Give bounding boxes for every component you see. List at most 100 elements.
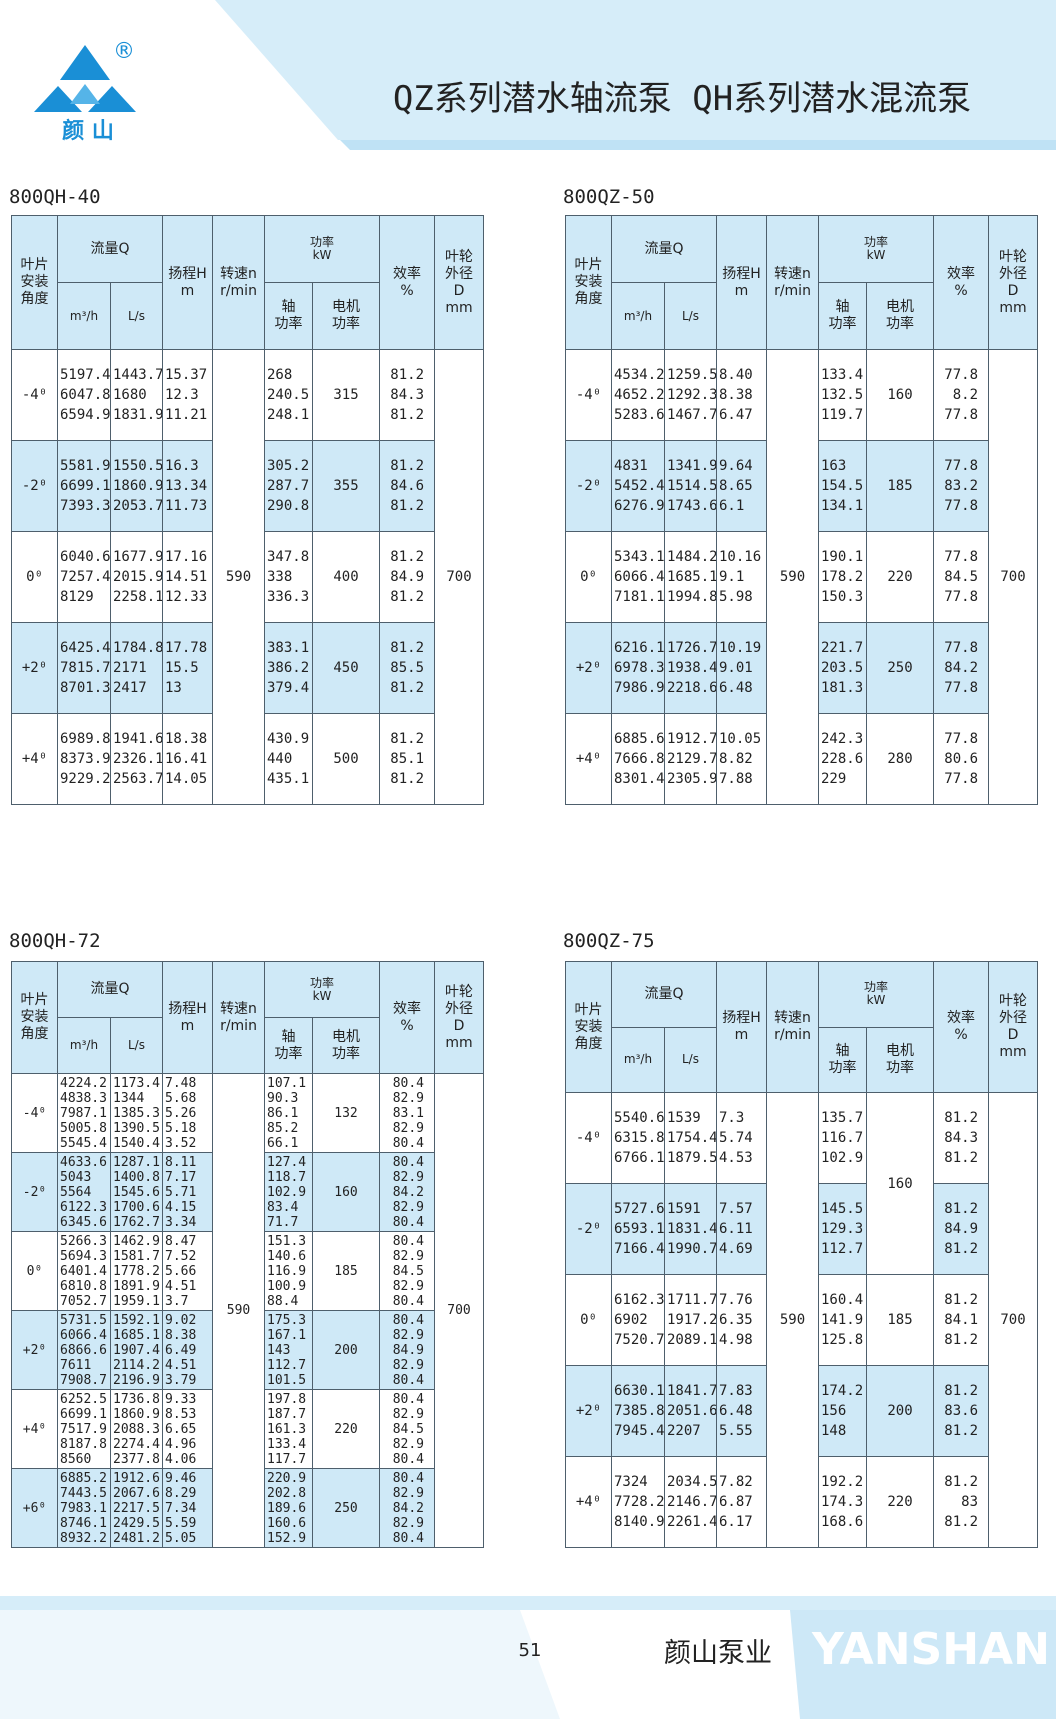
value-cell: 1173.4 1344 1385.3 1390.5 1540.4 [110, 1073, 163, 1153]
value-cell: 9.02 8.38 6.49 4.51 3.79 [162, 1310, 213, 1390]
group-row: +4⁰ 7324 7728.2 8140.9 2034.5 2146.7 2261.4 7.8… [565, 1456, 1038, 1548]
speed-cell: 590 [212, 349, 265, 805]
group-row: 0⁰ 6162.3 6902 7520.7 1711.7 1917.2 2089.1 7.76… [565, 1274, 1038, 1366]
value: 2218.6 [667, 680, 717, 696]
value-cell: 6989.8 8373.9 9229.2 [57, 713, 111, 805]
header-cell: 扬程H m [716, 215, 767, 350]
value: 6162.3 [614, 1292, 665, 1308]
value: 8701.3 [60, 680, 111, 696]
header-cell: 流量Q [611, 215, 717, 283]
value: 6699.1 [60, 478, 111, 494]
value: 1841.7 [667, 1383, 717, 1399]
value: 14.05 [165, 771, 208, 787]
value: 6.17 [719, 1514, 753, 1530]
value: 77.8 [944, 731, 979, 747]
value-cell: 107.1 90.3 86.1 85.2 66.1 [264, 1073, 313, 1153]
value: 6989.8 [60, 731, 111, 747]
motor-cell: 220 [311, 1389, 381, 1469]
value: 2305.9 [667, 771, 717, 787]
motor-cell: 160 [311, 1152, 381, 1232]
value: 430.9 [267, 731, 310, 747]
value: 1539 [667, 1110, 701, 1126]
value-cell: 1711.7 1917.2 2089.1 [664, 1274, 717, 1366]
value-cell: 1592.1 1685.1 1907.4 2114.2 2196.9 [110, 1310, 163, 1390]
value-cell: 77.8 83.2 77.8 [933, 440, 990, 532]
value: 5452.4 [614, 478, 665, 494]
value-cell: 81.2 83.6 81.2 [933, 1365, 990, 1457]
value: 127.4 [267, 1154, 307, 1170]
value: 9.02 [165, 1312, 197, 1328]
value: 1778.2 [113, 1263, 160, 1279]
group-row: -2⁰ 4633.6 5043 5564 6122.3 6345.6 1287.1 1400.… [11, 1152, 484, 1232]
value: 16.41 [165, 751, 208, 767]
value-cell: 163 154.5 134.1 [818, 440, 867, 532]
value: 8.82 [719, 751, 753, 767]
value: 82.9 [392, 1248, 425, 1264]
value-cell: 10.16 9.1 5.98 [716, 531, 767, 623]
header-cell: 轴 功率 [818, 1026, 867, 1093]
header-cell: 轴 功率 [818, 282, 867, 350]
value-cell: 5266.3 5694.3 6401.4 6810.8 7052.7 [57, 1231, 111, 1311]
value: 81.2 [944, 1383, 979, 1399]
value: 9.1 [719, 569, 745, 585]
value: 7181.1 [614, 589, 665, 605]
header-cell: 扬程H m [716, 961, 767, 1093]
motor-cell: 220 [865, 1456, 935, 1548]
value: 85.5 [390, 660, 425, 676]
logo-text: 颜 山 [62, 118, 114, 144]
group-row: -4⁰ 4534.2 4652.2 5283.6 1259.5 1292.3 1467.7 8… [565, 349, 1039, 805]
value: 174.3 [821, 1494, 864, 1510]
value: 4.53 [719, 1150, 753, 1166]
value: 4.69 [719, 1241, 753, 1257]
value: 7517.9 [60, 1421, 107, 1437]
speed-cell: 590 [766, 349, 819, 805]
value: 82.9 [392, 1327, 425, 1343]
value-cell: 192.2 174.3 168.6 [818, 1456, 867, 1548]
value: 145.5 [821, 1201, 864, 1217]
value: 2114.2 [113, 1357, 160, 1373]
value: 7983.1 [60, 1500, 107, 1516]
value: 66.1 [267, 1135, 299, 1151]
value: 85.1 [390, 751, 425, 767]
value-cell: 5731.5 6066.4 6866.6 7611 7908.7 [57, 1310, 111, 1390]
value: 3.52 [165, 1135, 197, 1151]
value: 6810.8 [60, 1278, 107, 1294]
value: 84.1 [944, 1312, 979, 1328]
value-cell: 1287.1 1400.8 1545.6 1700.6 1762.7 [110, 1152, 163, 1232]
value: 160.4 [821, 1292, 864, 1308]
angle-cell: +4⁰ [565, 713, 612, 805]
value: 4.51 [165, 1357, 197, 1373]
value: 80.4 [392, 1312, 425, 1328]
value-cell: 430.9 440 435.1 [264, 713, 313, 805]
value: 5.66 [165, 1263, 197, 1279]
value: 83.2 [944, 478, 979, 494]
header-row: m³/h L/s 轴 功率 电机 功率 [12, 282, 484, 350]
value: 8.38 [165, 1327, 197, 1343]
value: 197.8 [267, 1391, 307, 1407]
header-cell: 电机 功率 [865, 282, 935, 350]
value: 8.53 [165, 1406, 197, 1422]
angle-cell: +6⁰ [11, 1468, 58, 1548]
value: 1941.6 [113, 731, 163, 747]
value: 16.3 [165, 458, 199, 474]
group-row: -4⁰ 5540.6 6315.8 6766.1 1539 1754.4 1879.5 7.3… [565, 1092, 1039, 1548]
value: 178.2 [821, 569, 864, 585]
value: 8140.9 [614, 1514, 665, 1530]
value-cell: 221.7 203.5 181.3 [818, 622, 867, 714]
value: 5.18 [165, 1120, 197, 1136]
value: 5343.1 [614, 549, 665, 565]
value-cell: 80.4 82.9 84.2 82.9 80.4 [379, 1152, 436, 1232]
value: 133.4 [267, 1436, 307, 1452]
value: 6.47 [719, 407, 753, 423]
value: 80.4 [392, 1391, 425, 1407]
value: 101.5 [267, 1372, 307, 1388]
angle-cell: 0⁰ [565, 1274, 612, 1366]
group-row: -2⁰ 5581.9 6699.1 7393.3 1550.5 1860.9 2053.7 1… [11, 440, 484, 532]
header-row: 叶片 安装 角度 流量Q 扬程H m 转速n r/min 功率 kW 效率 % 叶轮 外径 … [11, 215, 485, 350]
value: 85.2 [267, 1120, 299, 1136]
value: 6.48 [719, 680, 753, 696]
value: 4.51 [165, 1278, 197, 1294]
value: 80.4 [392, 1214, 425, 1230]
value: 81.2 [390, 589, 425, 605]
value: 168.6 [821, 1514, 864, 1530]
